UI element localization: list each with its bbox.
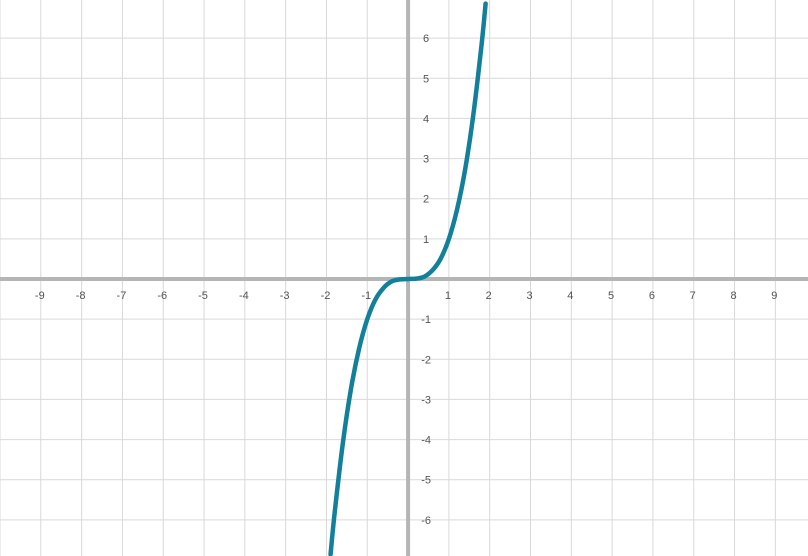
series-curve (328, 1, 488, 556)
x-tick-label: 8 (730, 290, 736, 302)
y-tick-label: -2 (421, 354, 431, 366)
y-tick-label: 1 (423, 234, 429, 246)
x-tick-label: -7 (117, 290, 127, 302)
x-tick-label: 1 (445, 290, 451, 302)
series-layer (328, 1, 488, 556)
y-tick-label: 4 (423, 113, 429, 125)
y-axis-tick-labels: 6 5 4 3 2 1 -1 -2 -3 -4 -5 -6 (421, 33, 431, 527)
y-tick-label: 6 (423, 33, 429, 45)
x-tick-label: -3 (280, 290, 290, 302)
x-tick-label: 3 (526, 290, 532, 302)
y-tick-label: 5 (423, 73, 429, 85)
x-tick-label: -8 (76, 290, 86, 302)
x-tick-label: 4 (567, 290, 573, 302)
x-tick-label: 9 (771, 290, 777, 302)
x-tick-label: -9 (35, 290, 45, 302)
x-tick-label: -2 (321, 290, 331, 302)
y-tick-label: 3 (423, 154, 429, 166)
y-tick-label: 2 (423, 194, 429, 206)
y-tick-label: -1 (421, 314, 431, 326)
x-tick-label: 6 (649, 290, 655, 302)
x-tick-label: -1 (361, 290, 371, 302)
x-tick-label: -6 (157, 290, 167, 302)
y-tick-label: -4 (421, 435, 431, 447)
y-tick-label: -6 (421, 515, 431, 527)
x-axis-tick-labels: -9 -8 -7 -6 -5 -4 -3 -2 -1 1 2 3 4 5 6 7 8 9 (35, 290, 777, 302)
x-tick-label: -5 (198, 290, 208, 302)
x-tick-label: 5 (608, 290, 614, 302)
x-tick-label: 2 (486, 290, 492, 302)
x-tick-label: 7 (690, 290, 696, 302)
x-tick-label: -4 (239, 290, 249, 302)
y-tick-label: -5 (421, 475, 431, 487)
y-tick-label: -3 (421, 394, 431, 406)
